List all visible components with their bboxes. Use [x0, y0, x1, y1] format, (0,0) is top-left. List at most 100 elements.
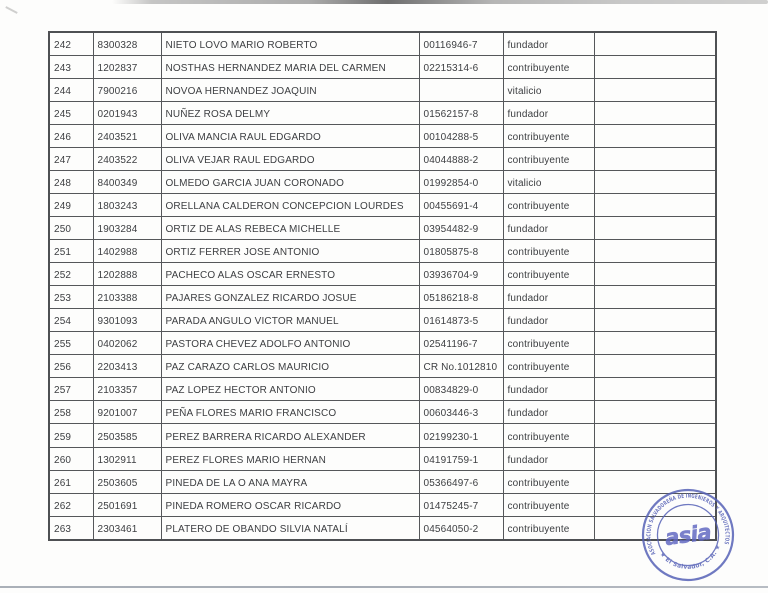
member-id-cell: 2403521	[92, 124, 162, 149]
notes-cell	[593, 239, 717, 264]
member-id-cell: 8400349	[92, 170, 162, 195]
table-row: 244 7900216 NOVOA HERNANDEZ JOAQUIN vita…	[48, 78, 717, 103]
document-number-cell: 00834829-0	[418, 377, 504, 402]
notes-cell	[593, 308, 717, 333]
notes-cell	[593, 55, 717, 80]
notes-cell	[593, 216, 717, 241]
scan-edge-artifact-top	[112, 0, 768, 4]
membership-type-cell: contribuyente	[502, 331, 595, 356]
membership-type-cell: contribuyente	[502, 423, 595, 448]
member-name-cell: PLATERO DE OBANDO SILVIA NATALÍ	[160, 515, 420, 541]
membership-type-cell: contribuyente	[502, 262, 595, 287]
member-name-cell: PAJARES GONZALEZ RICARDO JOSUE	[160, 285, 420, 310]
membership-type-cell: contribuyente	[502, 354, 595, 379]
notes-cell	[593, 101, 717, 126]
document-number-cell: 04191759-1	[418, 446, 504, 471]
table-row: 251 1402988 ORTIZ FERRER JOSE ANTONIO 01…	[48, 239, 717, 264]
document-number-cell: 05366497-6	[418, 469, 504, 494]
document-number-cell: 00603446-3	[418, 400, 504, 425]
document-number-cell: 00104288-5	[418, 124, 504, 149]
table-row: 243 1202837 NOSTHAS HERNANDEZ MARIA DEL …	[48, 55, 717, 80]
scan-edge-artifact-bottom	[0, 586, 768, 588]
member-name-cell: PEREZ FLORES MARIO HERNAN	[160, 446, 420, 471]
membership-type-cell: contribuyente	[502, 147, 595, 172]
row-number-cell: 253	[48, 285, 94, 310]
table-row: 242 8300328 NIETO LOVO MARIO ROBERTO 001…	[48, 31, 717, 57]
member-id-cell: 8300328	[92, 31, 162, 57]
member-id-cell: 2103388	[92, 285, 162, 310]
membership-type-cell: vitalicio	[502, 170, 595, 195]
document-number-cell: 00116946-7	[418, 31, 504, 57]
notes-cell	[593, 78, 717, 103]
notes-cell	[593, 193, 717, 218]
table-row: 248 8400349 OLMEDO GARCIA JUAN CORONADO …	[48, 170, 717, 195]
document-number-cell: 01562157-8	[418, 101, 504, 126]
row-number-cell: 245	[48, 101, 94, 126]
member-name-cell: ORELLANA CALDERON CONCEPCION LOURDES	[160, 193, 420, 218]
member-name-cell: NOVOA HERNANDEZ JOAQUIN	[160, 78, 420, 103]
member-name-cell: NIETO LOVO MARIO ROBERTO	[160, 31, 420, 57]
member-id-cell: 1402988	[92, 239, 162, 264]
membership-type-cell: contribuyente	[502, 55, 595, 80]
member-id-cell: 2501691	[92, 492, 162, 517]
table-row: 254 9301093 PARADA ANGULO VICTOR MANUEL …	[48, 308, 717, 333]
table-row: 262 2501691 PINEDA ROMERO OSCAR RICARDO …	[48, 492, 717, 517]
table-row: 257 2103357 PAZ LOPEZ HECTOR ANTONIO 008…	[48, 377, 717, 402]
member-id-cell: 2203413	[92, 354, 162, 379]
table-row: 253 2103388 PAJARES GONZALEZ RICARDO JOS…	[48, 285, 717, 310]
document-number-cell: 01475245-7	[418, 492, 504, 517]
membership-type-cell: vitalicio	[502, 78, 595, 103]
row-number-cell: 259	[48, 423, 94, 448]
member-id-cell: 2103357	[92, 377, 162, 402]
document-number-cell: 02215314-6	[418, 55, 504, 80]
notes-cell	[593, 492, 717, 517]
member-name-cell: OLIVA VEJAR RAUL EDGARDO	[160, 147, 420, 172]
membership-type-cell: contribuyente	[502, 239, 595, 264]
asia-association-stamp: ASOCIACION SALVADOREÑA DE INGENIEROS Y A…	[641, 488, 735, 582]
table-row: 250 1903284 ORTIZ DE ALAS REBECA MICHELL…	[48, 216, 717, 241]
row-number-cell: 248	[48, 170, 94, 195]
notes-cell	[593, 446, 717, 471]
member-name-cell: PACHECO ALAS OSCAR ERNESTO	[160, 262, 420, 287]
member-id-cell: 1202837	[92, 55, 162, 80]
member-id-cell: 7900216	[92, 78, 162, 103]
document-number-cell: 01992854-0	[418, 170, 504, 195]
notes-cell	[593, 377, 717, 402]
document-number-cell: 02199230-1	[418, 423, 504, 448]
member-id-cell: 9201007	[92, 400, 162, 425]
row-number-cell: 255	[48, 331, 94, 356]
member-name-cell: OLMEDO GARCIA JUAN CORONADO	[160, 170, 420, 195]
notes-cell	[593, 262, 717, 287]
row-number-cell: 252	[48, 262, 94, 287]
member-name-cell: NOSTHAS HERNANDEZ MARIA DEL CARMEN	[160, 55, 420, 80]
member-id-cell: 1202888	[92, 262, 162, 287]
notes-cell	[593, 515, 717, 541]
row-number-cell: 244	[48, 78, 94, 103]
membership-type-cell: fundador	[502, 400, 595, 425]
member-id-cell: 2503585	[92, 423, 162, 448]
notes-cell	[593, 400, 717, 425]
document-number-cell: 01614873-5	[418, 308, 504, 333]
notes-cell	[593, 147, 717, 172]
document-number-cell: 03936704-9	[418, 262, 504, 287]
notes-cell	[593, 331, 717, 356]
table-row: 249 1803243 ORELLANA CALDERON CONCEPCION…	[48, 193, 717, 218]
row-number-cell: 254	[48, 308, 94, 333]
row-number-cell: 262	[48, 492, 94, 517]
membership-type-cell: fundador	[502, 285, 595, 310]
membership-type-cell: contribuyente	[502, 515, 595, 541]
notes-cell	[593, 423, 717, 448]
table-row: 255 0402062 PASTORA CHEVEZ ADOLFO ANTONI…	[48, 331, 717, 356]
membership-type-cell: fundador	[502, 308, 595, 333]
table-row: 246 2403521 OLIVA MANCIA RAUL EDGARDO 00…	[48, 124, 717, 149]
table-row: 252 1202888 PACHECO ALAS OSCAR ERNESTO 0…	[48, 262, 717, 287]
stamp-inner-circle	[656, 503, 720, 567]
member-name-cell: PAZ LOPEZ HECTOR ANTONIO	[160, 377, 420, 402]
member-id-cell: 1803243	[92, 193, 162, 218]
row-number-cell: 261	[48, 469, 94, 494]
member-id-cell: 9301093	[92, 308, 162, 333]
member-name-cell: PASTORA CHEVEZ ADOLFO ANTONIO	[160, 331, 420, 356]
row-number-cell: 246	[48, 124, 94, 149]
document-number-cell: 01805875-8	[418, 239, 504, 264]
member-name-cell: PINEDA DE LA O ANA MAYRA	[160, 469, 420, 494]
